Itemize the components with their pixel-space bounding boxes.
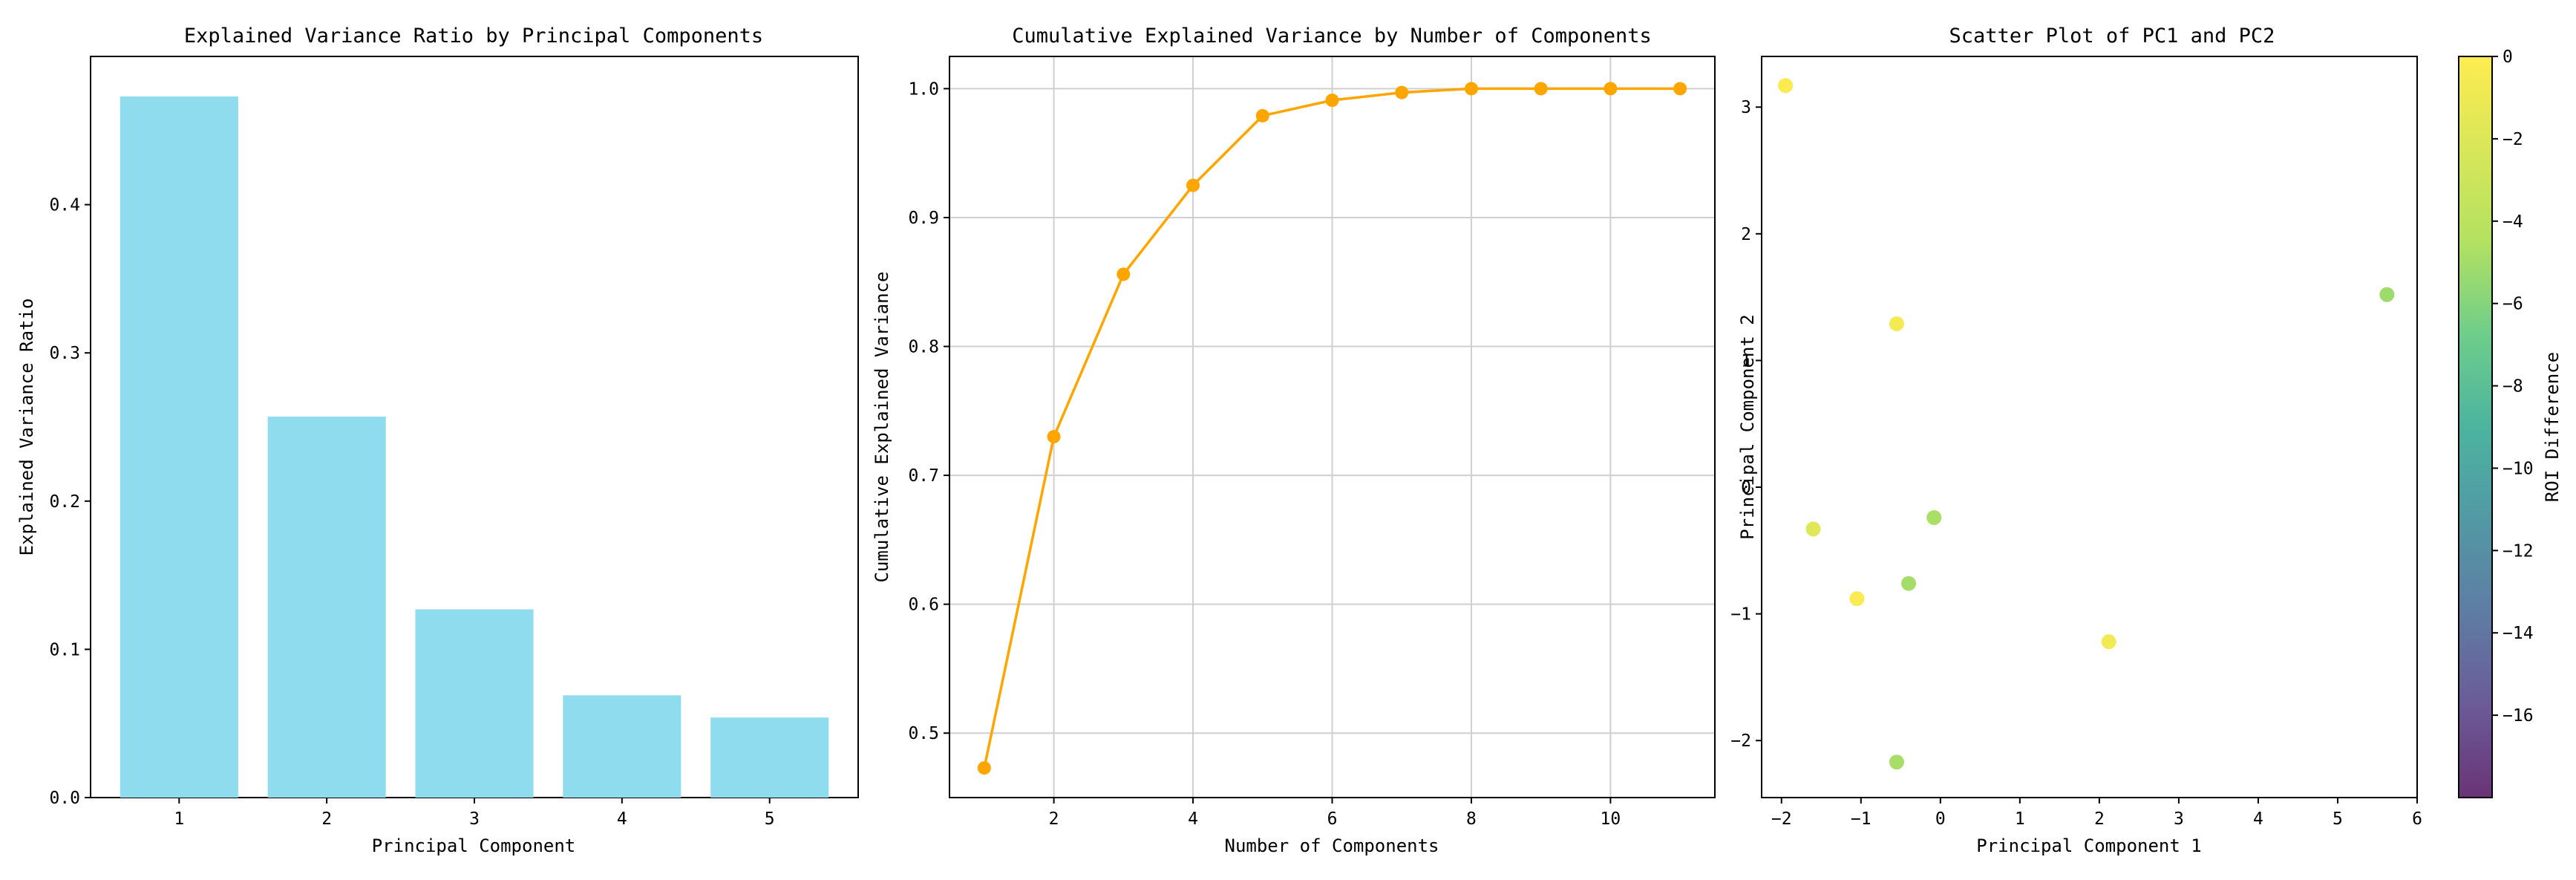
x-tick-label: 1 — [2015, 809, 2025, 829]
x-tick-label: 5 — [765, 809, 775, 829]
y-tick-label: 0 — [1741, 478, 1751, 498]
x-tick-label: 4 — [2253, 809, 2263, 829]
scatter-point — [2379, 287, 2395, 302]
x-tick-label: 1 — [174, 809, 184, 829]
colorbar-tick-label: −2 — [2503, 130, 2523, 149]
scatter-point — [1778, 78, 1794, 94]
y-axis-label: Cumulative Explained Variance — [872, 271, 892, 582]
x-tick-label: 6 — [1327, 809, 1338, 829]
colorbar-tick-label: −4 — [2503, 212, 2523, 232]
y-tick-label: 0.6 — [908, 596, 939, 615]
line-marker — [1047, 430, 1061, 444]
line-marker — [1395, 85, 1409, 100]
x-tick-label: 3 — [2174, 809, 2184, 829]
y-tick-label: 0.9 — [908, 209, 939, 228]
colorbar-gradient — [2459, 56, 2492, 798]
colorbar-tick-label: 0 — [2503, 48, 2513, 67]
x-tick-label: 8 — [1466, 809, 1477, 829]
pc-scatter-chart: Scatter Plot of PC1 and PC2 −2 −1 0 1 2 3 4 5 6 … — [1730, 25, 2422, 856]
x-tick-label: 10 — [1601, 809, 1621, 829]
x-tick-label: 3 — [469, 809, 480, 829]
x-tick-label: 4 — [1188, 809, 1198, 829]
line-marker — [1534, 82, 1548, 96]
colorbar-tick-label: −14 — [2503, 624, 2534, 643]
colorbar: 0 −2 −4 −6 −8 −10 −12 −14 −16 ROI Difference — [2458, 48, 2563, 798]
line-marker — [1255, 108, 1269, 123]
y-tick-label: 0.5 — [908, 724, 939, 743]
scatter-point — [1849, 591, 1865, 607]
y-tick-label: −1 — [1730, 605, 1751, 625]
bar — [267, 417, 386, 798]
y-tick-label: 0.2 — [49, 492, 80, 512]
y-tick-label: 0.8 — [908, 338, 939, 357]
x-tick-label: 4 — [617, 809, 627, 829]
x-tick-label: −2 — [1771, 809, 1792, 829]
line-marker — [1117, 267, 1131, 281]
y-tick-label: 0.7 — [908, 466, 939, 486]
x-tick-label: 2 — [321, 809, 332, 829]
colorbar-tick-label: −6 — [2503, 295, 2523, 314]
colorbar-tick-label: −10 — [2503, 459, 2534, 478]
y-tick-label: 0.4 — [49, 196, 80, 215]
line-marker — [977, 761, 991, 775]
chart-title: Cumulative Explained Variance by Number … — [1012, 25, 1652, 48]
y-tick-label: −2 — [1730, 731, 1751, 751]
plot-frame — [1761, 56, 2418, 798]
chart-title: Scatter Plot of PC1 and PC2 — [1949, 25, 2275, 48]
line-marker — [1186, 178, 1200, 192]
x-tick-label: 2 — [2094, 809, 2105, 829]
line-marker — [1325, 94, 1339, 108]
bar — [415, 609, 534, 798]
line-marker — [1464, 82, 1478, 96]
line-marker — [1673, 82, 1687, 96]
x-tick-label: 6 — [2412, 809, 2422, 829]
explained-variance-bar-chart: Explained Variance Ratio by Principal Co… — [16, 25, 859, 856]
colorbar-tick-label: −12 — [2503, 541, 2534, 561]
x-axis-label: Principal Component — [372, 835, 576, 856]
y-tick-label: 0.0 — [49, 789, 80, 808]
y-axis-label: Principal Component 2 — [1737, 314, 1758, 539]
scatter-point — [2101, 634, 2116, 650]
y-tick-label: 0.3 — [49, 344, 80, 363]
colorbar-tick-label: −8 — [2503, 377, 2523, 397]
x-tick-label: 2 — [1049, 809, 1059, 829]
y-tick-label: 1 — [1741, 351, 1751, 371]
scatter-point — [1889, 754, 1904, 770]
y-tick-label: 1.0 — [908, 79, 939, 99]
bar — [710, 717, 829, 798]
y-tick-label: 3 — [1741, 98, 1751, 117]
line-marker — [1604, 82, 1618, 96]
scatter-point — [1901, 576, 1917, 591]
x-tick-label: −1 — [1851, 809, 1871, 829]
colorbar-tick-label: −16 — [2503, 706, 2534, 726]
x-axis-label: Number of Components — [1225, 835, 1439, 856]
chart-title: Explained Variance Ratio by Principal Co… — [184, 25, 763, 48]
scatter-point — [1889, 316, 1904, 331]
bar — [563, 695, 681, 798]
scatter-point — [1926, 509, 1942, 525]
x-tick-label: 0 — [1935, 809, 1946, 829]
x-axis-label: Principal Component 1 — [1976, 835, 2201, 856]
x-tick-label: 5 — [2333, 809, 2343, 829]
bar — [120, 96, 238, 798]
y-tick-label: 2 — [1741, 225, 1751, 244]
cumulative-variance-line-chart: Cumulative Explained Variance by Number … — [872, 25, 1716, 856]
scatter-point — [1805, 521, 1821, 537]
colorbar-frame — [2458, 56, 2493, 798]
y-axis-label: Explained Variance Ratio — [16, 299, 37, 556]
colorbar-label: ROI Difference — [2542, 352, 2563, 502]
y-tick-label: 0.1 — [49, 640, 80, 659]
